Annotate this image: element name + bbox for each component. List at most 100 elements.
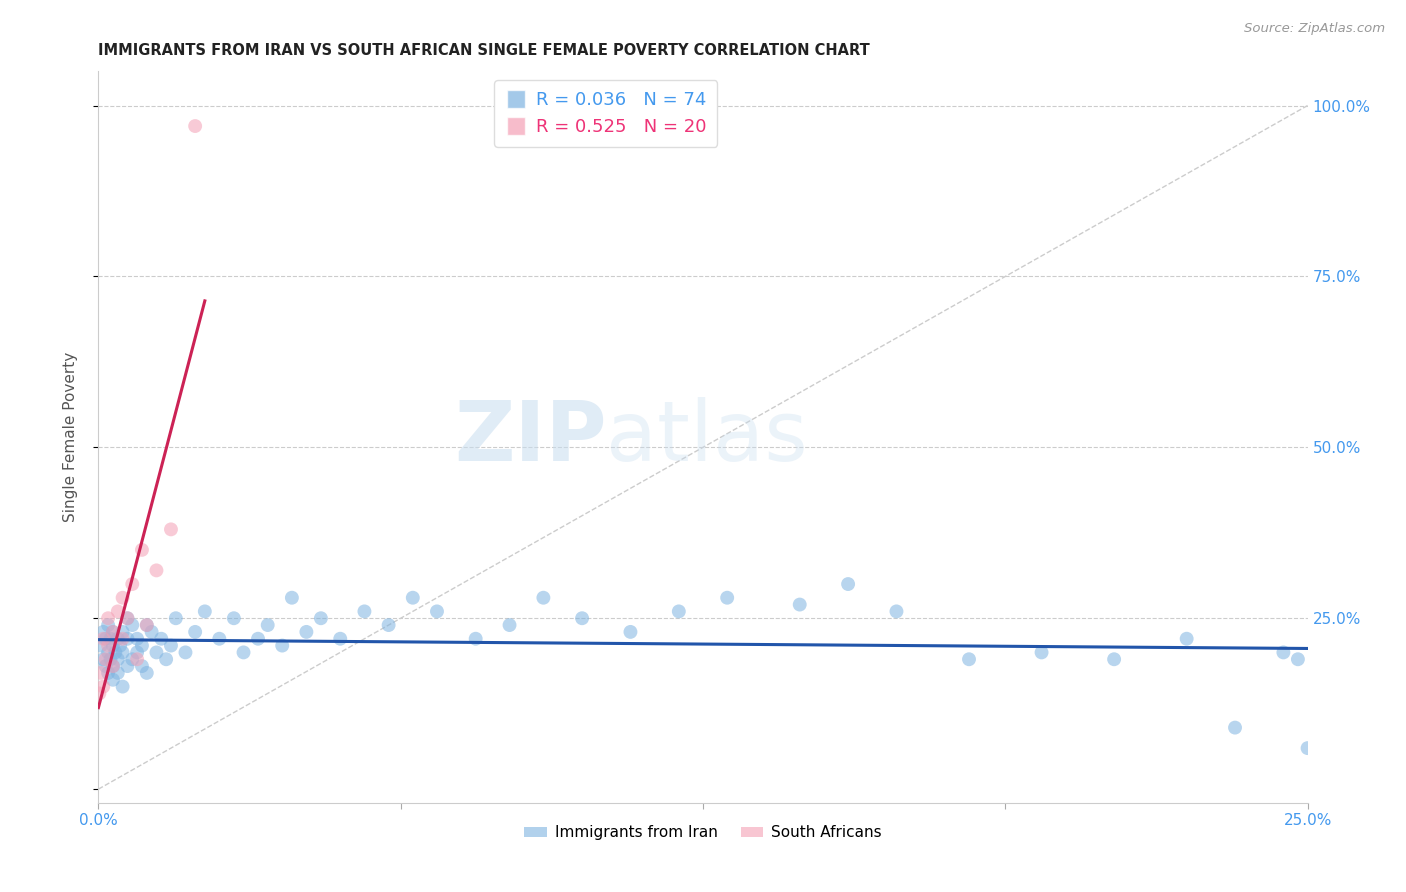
Point — [91, 652, 114, 666]
Point — [135, 665, 157, 680]
Point — [107, 604, 129, 618]
Point — [94, 659, 117, 673]
Point — [131, 639, 153, 653]
Point — [281, 591, 304, 605]
Point — [97, 645, 120, 659]
Point — [117, 632, 139, 646]
Point — [94, 632, 117, 646]
Point — [101, 659, 124, 673]
Point — [127, 645, 149, 659]
Point — [194, 604, 217, 618]
Point — [101, 624, 124, 639]
Point — [127, 632, 149, 646]
Point — [619, 624, 641, 639]
Point — [101, 659, 124, 673]
Point — [789, 598, 811, 612]
Point — [97, 618, 120, 632]
Point — [1102, 652, 1125, 666]
Text: ZIP: ZIP — [454, 397, 606, 477]
Point — [100, 632, 122, 646]
Point — [107, 632, 129, 646]
Point — [131, 659, 153, 673]
Point — [101, 639, 124, 653]
Point — [121, 577, 143, 591]
Point — [117, 611, 139, 625]
Point — [1031, 645, 1053, 659]
Point — [97, 639, 120, 653]
Point — [121, 652, 143, 666]
Point — [531, 591, 554, 605]
Point — [668, 604, 690, 618]
Point — [141, 624, 163, 639]
Point — [90, 639, 112, 653]
Point — [160, 639, 183, 653]
Y-axis label: Single Female Poverty: Single Female Poverty — [63, 352, 77, 522]
Point — [426, 604, 449, 618]
Point — [121, 618, 143, 632]
Point — [184, 624, 207, 639]
Point — [256, 618, 278, 632]
Point — [91, 632, 114, 646]
Point — [1272, 645, 1295, 659]
Point — [247, 632, 270, 646]
Point — [208, 632, 231, 646]
Point — [111, 632, 134, 646]
Point — [1223, 721, 1246, 735]
Point — [155, 652, 177, 666]
Point — [89, 686, 111, 700]
Point — [150, 632, 173, 646]
Point — [1175, 632, 1198, 646]
Point — [174, 645, 197, 659]
Point — [145, 645, 167, 659]
Text: Source: ZipAtlas.com: Source: ZipAtlas.com — [1244, 22, 1385, 36]
Point — [464, 632, 486, 646]
Point — [91, 680, 114, 694]
Point — [94, 652, 117, 666]
Point — [90, 665, 112, 680]
Point — [329, 632, 352, 646]
Point — [1296, 741, 1319, 756]
Point — [165, 611, 187, 625]
Point — [108, 639, 131, 653]
Point — [97, 611, 120, 625]
Point — [232, 645, 254, 659]
Point — [101, 624, 124, 639]
Point — [957, 652, 980, 666]
Point — [111, 624, 134, 639]
Point — [100, 652, 122, 666]
Text: atlas: atlas — [606, 397, 808, 477]
Point — [837, 577, 859, 591]
Point — [309, 611, 332, 625]
Point — [107, 665, 129, 680]
Point — [97, 665, 120, 680]
Point — [111, 680, 134, 694]
Text: IMMIGRANTS FROM IRAN VS SOUTH AFRICAN SINGLE FEMALE POVERTY CORRELATION CHART: IMMIGRANTS FROM IRAN VS SOUTH AFRICAN SI… — [98, 43, 870, 58]
Point — [135, 618, 157, 632]
Point — [1286, 652, 1309, 666]
Point — [145, 563, 167, 577]
Point — [111, 591, 134, 605]
Point — [498, 618, 520, 632]
Point — [295, 624, 318, 639]
Point — [117, 659, 139, 673]
Point — [117, 611, 139, 625]
Point — [377, 618, 399, 632]
Point — [104, 645, 127, 659]
Point — [160, 522, 183, 536]
Point — [353, 604, 375, 618]
Point — [571, 611, 593, 625]
Point — [886, 604, 908, 618]
Point — [271, 639, 294, 653]
Point — [111, 645, 134, 659]
Point — [222, 611, 245, 625]
Point — [91, 624, 114, 639]
Point — [184, 119, 207, 133]
Point — [716, 591, 738, 605]
Point — [131, 542, 153, 557]
Point — [402, 591, 425, 605]
Point — [127, 652, 149, 666]
Legend: Immigrants from Iran, South Africans: Immigrants from Iran, South Africans — [519, 819, 887, 847]
Point — [135, 618, 157, 632]
Point — [107, 652, 129, 666]
Point — [101, 673, 124, 687]
